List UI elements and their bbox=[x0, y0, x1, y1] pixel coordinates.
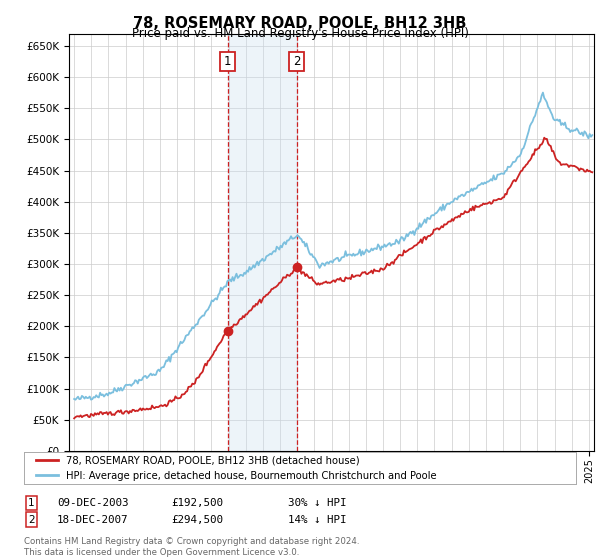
Text: 2: 2 bbox=[293, 55, 300, 68]
Text: 30% ↓ HPI: 30% ↓ HPI bbox=[288, 498, 347, 508]
Text: 18-DEC-2007: 18-DEC-2007 bbox=[57, 515, 128, 525]
Text: Contains HM Land Registry data © Crown copyright and database right 2024.
This d: Contains HM Land Registry data © Crown c… bbox=[24, 537, 359, 557]
Text: 1: 1 bbox=[28, 498, 35, 508]
Text: 1: 1 bbox=[224, 55, 231, 68]
Text: £294,500: £294,500 bbox=[171, 515, 223, 525]
Text: 2: 2 bbox=[28, 515, 35, 525]
Bar bbox=[227, 34, 296, 451]
Text: Price paid vs. HM Land Registry's House Price Index (HPI): Price paid vs. HM Land Registry's House … bbox=[131, 27, 469, 40]
Text: 09-DEC-2003: 09-DEC-2003 bbox=[57, 498, 128, 508]
Text: 14% ↓ HPI: 14% ↓ HPI bbox=[288, 515, 347, 525]
Legend: 78, ROSEMARY ROAD, POOLE, BH12 3HB (detached house), HPI: Average price, detache: 78, ROSEMARY ROAD, POOLE, BH12 3HB (deta… bbox=[32, 451, 440, 485]
Text: 78, ROSEMARY ROAD, POOLE, BH12 3HB: 78, ROSEMARY ROAD, POOLE, BH12 3HB bbox=[133, 16, 467, 31]
Text: £192,500: £192,500 bbox=[171, 498, 223, 508]
